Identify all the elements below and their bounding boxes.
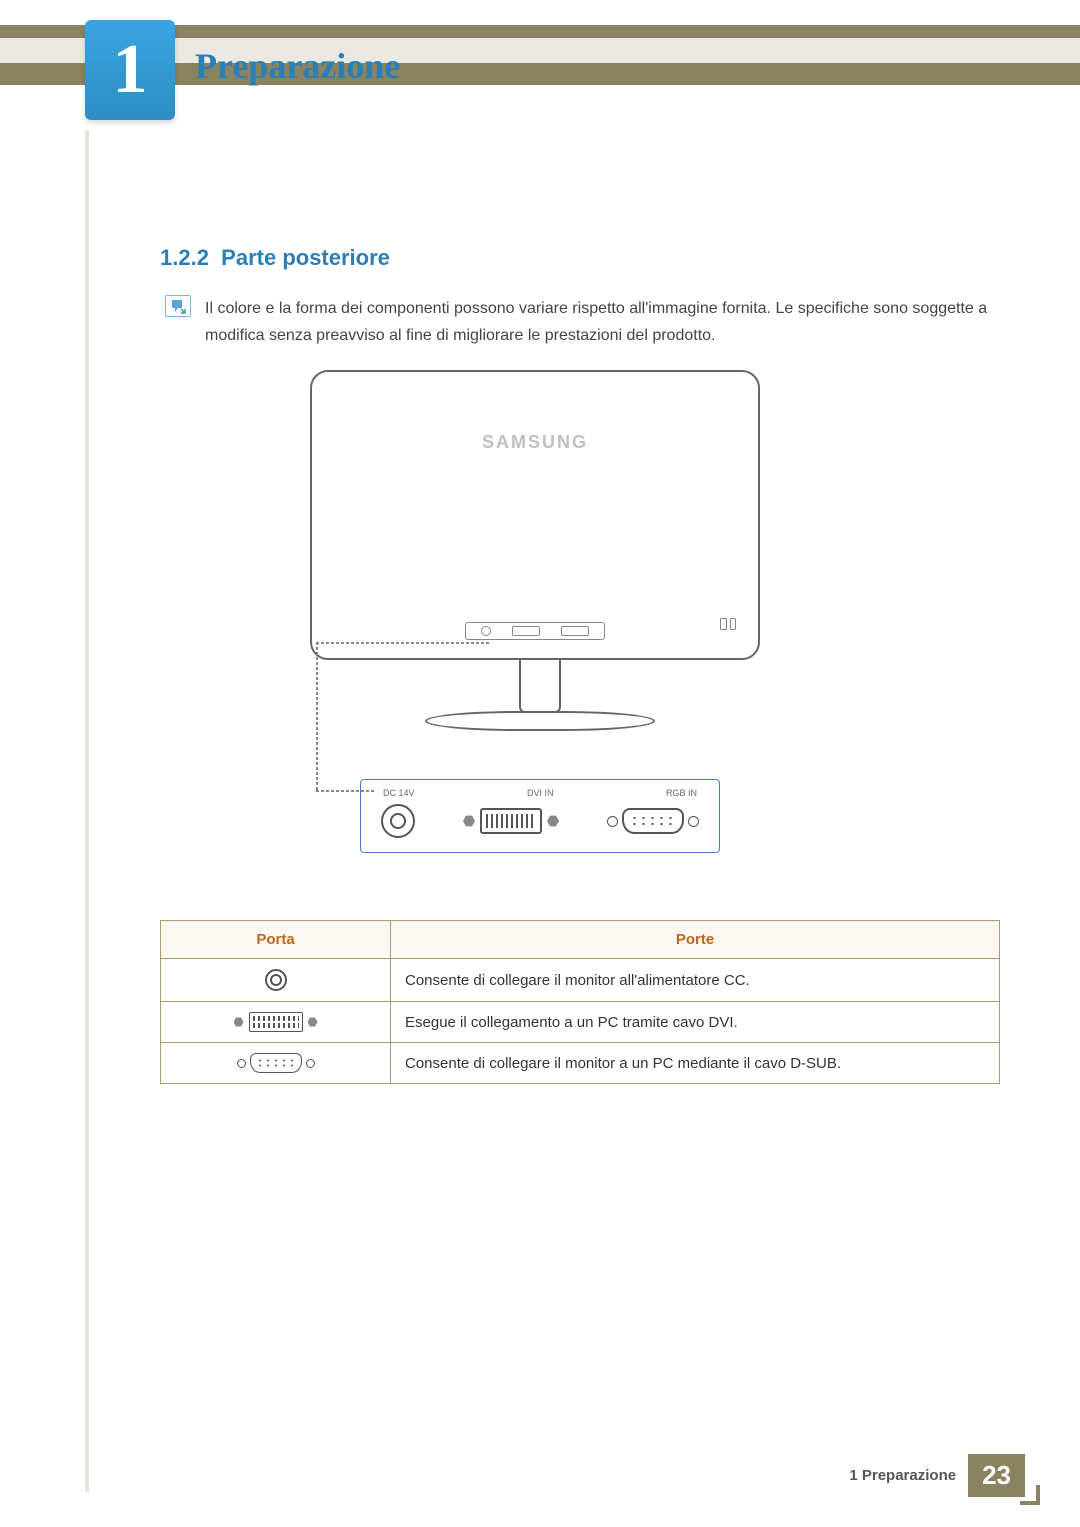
section-number: 1.2.2 bbox=[160, 245, 209, 270]
lock-slot-icon bbox=[720, 618, 736, 630]
section-title: Parte posteriore bbox=[221, 245, 390, 270]
table-header-porte: Porte bbox=[391, 921, 1000, 959]
dvi-label: DVI IN bbox=[527, 788, 554, 798]
corner-mark-icon bbox=[1020, 1485, 1040, 1505]
table-header-porta: Porta bbox=[161, 921, 391, 959]
stand-neck bbox=[519, 658, 561, 713]
port-strip-small bbox=[465, 622, 605, 640]
ports-table: Porta Porte Consente di collegare il mon… bbox=[160, 920, 1000, 1084]
tiny-vga-icon bbox=[561, 626, 589, 636]
callout-dashed-line bbox=[316, 642, 318, 790]
tiny-dvi-icon bbox=[512, 626, 540, 636]
footer-label: 1 Preparazione bbox=[849, 1467, 968, 1484]
table-row: Esegue il collegamento a un PC tramite c… bbox=[161, 1002, 1000, 1043]
port-desc: Consente di collegare il monitor all'ali… bbox=[391, 959, 1000, 1002]
port-desc: Consente di collegare il monitor a un PC… bbox=[391, 1043, 1000, 1084]
dc-jack-icon bbox=[381, 804, 415, 838]
dvi-port-icon bbox=[463, 808, 559, 834]
monitor-back-outline: SAMSUNG bbox=[310, 370, 760, 660]
port-panel-labels: DC 14V DVI IN RGB IN bbox=[373, 788, 707, 804]
chapter-title: Preparazione bbox=[195, 45, 400, 87]
dc-jack-icon bbox=[265, 969, 287, 991]
vga-port-icon bbox=[607, 808, 699, 834]
tiny-dc-icon bbox=[481, 626, 491, 636]
port-desc: Esegue il collegamento a un PC tramite c… bbox=[391, 1002, 1000, 1043]
stand-base bbox=[425, 711, 655, 731]
dc-label: DC 14V bbox=[383, 788, 415, 798]
page-number: 23 bbox=[968, 1454, 1025, 1497]
footer: 1 Preparazione 23 bbox=[849, 1454, 1025, 1497]
note-icon bbox=[165, 295, 191, 317]
vga-port-icon bbox=[237, 1053, 315, 1073]
chapter-badge: 1 bbox=[85, 20, 175, 120]
table-row: Consente di collegare il monitor all'ali… bbox=[161, 959, 1000, 1002]
note-text: Il colore e la forma dei componenti poss… bbox=[205, 295, 1000, 349]
monitor-brand-label: SAMSUNG bbox=[312, 432, 758, 453]
left-margin-rule bbox=[85, 130, 89, 1492]
rgb-label: RGB IN bbox=[666, 788, 697, 798]
dvi-port-icon bbox=[234, 1012, 318, 1032]
port-panel-enlarged: DC 14V DVI IN RGB IN bbox=[360, 779, 720, 853]
table-row: Consente di collegare il monitor a un PC… bbox=[161, 1043, 1000, 1084]
section-heading: 1.2.2 Parte posteriore bbox=[160, 245, 390, 271]
chapter-number: 1 bbox=[113, 30, 148, 110]
monitor-diagram: SAMSUNG DC 14V DVI IN RGB IN bbox=[310, 370, 770, 853]
